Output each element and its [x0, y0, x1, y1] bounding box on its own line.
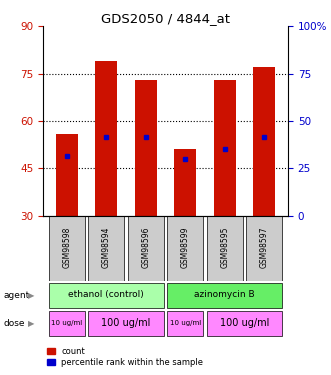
Text: GSM98596: GSM98596 — [141, 226, 150, 268]
FancyBboxPatch shape — [207, 216, 243, 280]
Text: GSM98594: GSM98594 — [102, 226, 111, 268]
FancyBboxPatch shape — [49, 311, 85, 336]
Text: GSM98595: GSM98595 — [220, 226, 229, 268]
FancyBboxPatch shape — [49, 216, 85, 280]
FancyBboxPatch shape — [207, 311, 282, 336]
FancyBboxPatch shape — [167, 216, 204, 280]
FancyBboxPatch shape — [167, 311, 204, 336]
Bar — [56, 134, 77, 216]
Bar — [214, 80, 236, 216]
Text: 100 ug/ml: 100 ug/ml — [101, 318, 151, 328]
Title: GDS2050 / 4844_at: GDS2050 / 4844_at — [101, 12, 230, 25]
FancyBboxPatch shape — [49, 283, 164, 308]
FancyBboxPatch shape — [88, 216, 124, 280]
Text: 100 ug/ml: 100 ug/ml — [220, 318, 269, 328]
Bar — [95, 61, 117, 216]
Text: agent: agent — [3, 291, 29, 300]
Bar — [254, 67, 275, 216]
Text: azinomycin B: azinomycin B — [194, 290, 255, 299]
Text: GSM98599: GSM98599 — [181, 226, 190, 268]
Text: ▶: ▶ — [28, 291, 35, 300]
Legend: count, percentile rank within the sample: count, percentile rank within the sample — [47, 346, 203, 367]
Text: ethanol (control): ethanol (control) — [69, 290, 144, 299]
FancyBboxPatch shape — [167, 283, 282, 308]
FancyBboxPatch shape — [246, 216, 282, 280]
Text: GSM98597: GSM98597 — [260, 226, 269, 268]
Text: 10 ug/ml: 10 ug/ml — [169, 320, 201, 326]
Bar — [135, 80, 157, 216]
Text: ▶: ▶ — [28, 319, 35, 328]
Bar — [174, 149, 196, 216]
Text: 10 ug/ml: 10 ug/ml — [51, 320, 82, 326]
FancyBboxPatch shape — [127, 216, 164, 280]
Text: dose: dose — [3, 319, 25, 328]
FancyBboxPatch shape — [88, 311, 164, 336]
Text: GSM98598: GSM98598 — [62, 226, 71, 268]
